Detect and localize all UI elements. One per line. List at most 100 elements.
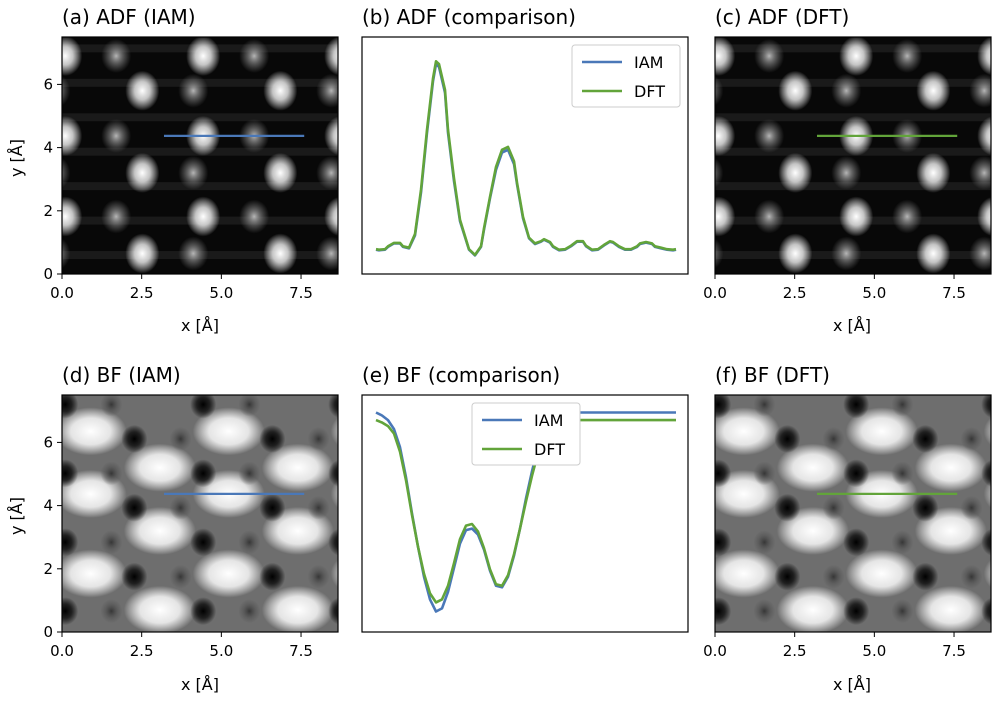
- atom-spot-dim: [316, 155, 338, 190]
- x-axis-label: x [Å]: [833, 316, 871, 335]
- axes-frame: [714, 394, 992, 633]
- atom-spot-bright: [715, 37, 736, 76]
- atom-spot-bright: [125, 152, 160, 193]
- atom-spot-dim: [316, 73, 338, 108]
- atom-spot-dim: [831, 73, 862, 108]
- atom-spot-bright: [0, 71, 21, 111]
- x-tick-label: 7.5: [942, 284, 966, 302]
- panel-adf-iam: (a) ADF (IAM) 0.0 2.5 5.0 7.5 0 2 4 6 x [Å] y […: [0, 5, 339, 335]
- atom-spot-bright: [839, 37, 874, 76]
- bf-bright-blob: [715, 407, 780, 456]
- heatmap-image: [0, 37, 338, 274]
- y-tick-label: 0: [43, 265, 53, 283]
- panel-title: (d) BF (IAM): [62, 363, 181, 387]
- bf-dark-hole: [259, 424, 286, 453]
- x-tick-label: 0.0: [50, 642, 74, 660]
- atom-spot-bright: [778, 152, 813, 193]
- axes: 0.0 2.5 5.0 7.5 0 2 4 6: [43, 36, 339, 302]
- atom-spot-dim: [715, 238, 724, 269]
- axes-frame: [61, 36, 339, 275]
- bf-bright-blob: [845, 407, 918, 456]
- panel-title: (c) ADF (DFT): [715, 5, 849, 29]
- panel-title: (e) BF (comparison): [362, 363, 560, 387]
- bf-bright-blob: [983, 416, 991, 446]
- atom-spot-bright: [62, 196, 83, 237]
- atom-spot-dim: [715, 157, 724, 189]
- atom-spot-dim: [178, 73, 209, 108]
- panel-adf-dft: (c) ADF (DFT) 0.0 2.5 5.0 7.5 x [Å]: [703, 5, 992, 335]
- bf-bright-blob: [776, 443, 849, 492]
- atom-spot-dim: [892, 199, 923, 234]
- atom-spot-bright: [916, 233, 951, 274]
- bf-bright-blob: [715, 549, 780, 598]
- bf-bright-blob: [914, 443, 987, 492]
- bf-bright-blob: [330, 416, 338, 446]
- bf-dark-hole: [912, 493, 939, 522]
- bf-dark-hole: [981, 395, 991, 419]
- atom-spot-bright: [839, 196, 874, 237]
- series-line-dft: [375, 60, 677, 257]
- atom-spot-bright: [916, 152, 951, 193]
- axes: 0.0 2.5 5.0 7.5 0 2 4 6: [43, 394, 339, 660]
- bf-gray-hole: [238, 461, 261, 486]
- atom-spot-bright: [977, 37, 991, 76]
- bf-dark-hole: [715, 459, 732, 488]
- atom-spot-dim: [62, 75, 71, 106]
- x-axis-label: x [Å]: [181, 675, 219, 694]
- atom-spot-dim: [831, 155, 862, 190]
- atom-spot-bright: [778, 70, 813, 111]
- x-tick-label: 5.0: [862, 642, 886, 660]
- line-series: [375, 408, 676, 613]
- axes: 0.0 2.5 5.0 7.5: [703, 36, 992, 302]
- bf-dark-hole: [715, 528, 732, 557]
- panel-bf-comparison: (e) BF (comparison) IAM DFT: [361, 363, 689, 633]
- bf-gray-hole: [169, 495, 192, 520]
- bf-dark-hole: [328, 459, 338, 487]
- legend-label-dft: DFT: [634, 82, 665, 101]
- bf-gray-hole: [753, 530, 776, 555]
- x-tick-label: 7.5: [942, 642, 966, 660]
- atom-spot-dim: [316, 236, 338, 271]
- axes-frame: [61, 394, 339, 633]
- heatmap-image: [0, 395, 338, 632]
- x-tick-label: 0.0: [50, 284, 74, 302]
- axes: 0.0 2.5 5.0 7.5: [703, 394, 992, 660]
- bf-dark-hole: [843, 459, 870, 488]
- bf-gray-hole: [307, 495, 330, 520]
- bf-bright-blob: [62, 549, 127, 598]
- panel-title: (f) BF (DFT): [715, 363, 830, 387]
- atom-spot-bright: [0, 233, 21, 273]
- bf-dark-hole: [62, 395, 79, 419]
- x-tick-label: 2.5: [130, 284, 154, 302]
- atom-spot-bright: [263, 152, 298, 193]
- legend: IAM DFT: [471, 402, 581, 466]
- atom-spot-dim: [178, 236, 209, 271]
- bf-gray-hole: [822, 495, 845, 520]
- bf-gray-hole: [891, 461, 914, 486]
- legend: IAM DFT: [571, 44, 681, 108]
- bf-bright-blob: [123, 443, 196, 492]
- bf-dark-hole: [0, 563, 9, 591]
- atom-spot-dim: [754, 118, 785, 153]
- atom-spot-dim: [239, 199, 270, 234]
- atom-spot-dim: [101, 118, 132, 153]
- x-tick-label: 2.5: [130, 642, 154, 660]
- atom-spot-bright: [324, 37, 338, 76]
- legend-label-iam: IAM: [634, 53, 663, 72]
- atom-spot-bright: [125, 233, 160, 274]
- x-tick-label: 0.0: [703, 284, 727, 302]
- atom-spot-dim: [715, 75, 724, 106]
- bf-gray-hole: [307, 426, 330, 451]
- series-line-dft: [375, 417, 676, 604]
- bf-gray-hole: [169, 426, 192, 451]
- bf-dark-hole: [843, 528, 870, 557]
- bf-gray-hole: [753, 461, 776, 486]
- bf-dark-hole: [774, 493, 801, 522]
- bf-gray-hole: [891, 599, 914, 624]
- atom-spot-bright: [186, 196, 221, 237]
- bf-gray-hole: [891, 395, 914, 417]
- panel-bf-dft: (f) BF (DFT) 0.0 2.5 5.0 7.5 x [Å]: [703, 363, 992, 694]
- x-tick-label: 7.5: [289, 284, 313, 302]
- atom-spot-dim: [892, 38, 923, 73]
